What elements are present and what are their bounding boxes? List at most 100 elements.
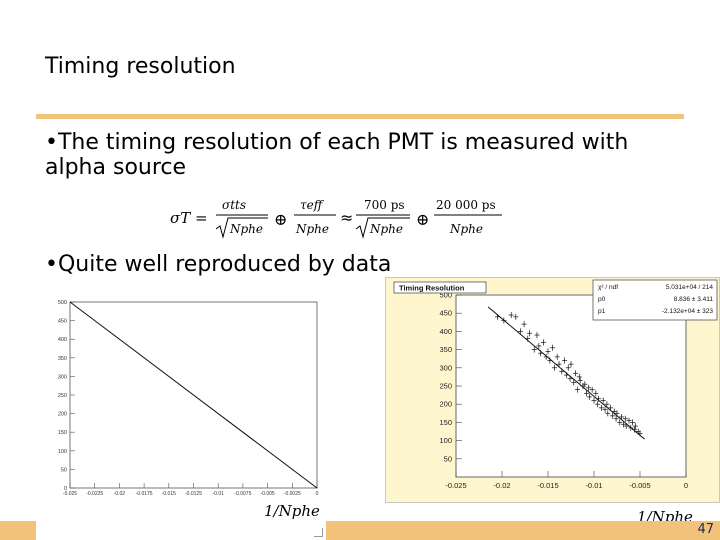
- right-y-tick-label: 150: [439, 418, 452, 427]
- formula-lhs: σT =: [170, 209, 208, 227]
- left-x-tick-label: -0.0125: [185, 491, 202, 497]
- right-x-tick-label: -0.01: [585, 481, 602, 490]
- data-point: [602, 406, 608, 413]
- right-y-tick-label: 400: [439, 327, 452, 336]
- data-point: [622, 415, 628, 422]
- data-point: [605, 410, 611, 417]
- data-point: [517, 328, 523, 335]
- data-point: [576, 373, 582, 380]
- left-x-tick-label: 0: [316, 491, 319, 497]
- data-point: [525, 335, 531, 342]
- left-y-tick-label: 500: [58, 300, 67, 306]
- left-y-tick-label: 400: [58, 337, 67, 343]
- data-point: [614, 410, 620, 417]
- left-y-tick-label: 100: [58, 449, 67, 455]
- left-y-tick-label: 0: [64, 486, 67, 492]
- data-point: [600, 397, 606, 404]
- bullet-measurement: •The timing resolution of each PMT is me…: [45, 130, 629, 180]
- data-point: [613, 415, 619, 422]
- data-point: [538, 350, 544, 357]
- stats-value: 5.031e+04 / 214: [666, 284, 714, 291]
- data-point: [536, 342, 542, 349]
- data-scatter-chart: 50 100 150 200 250 300 350 400 450 500 -0.025 -0.02…: [393, 279, 718, 490]
- left-x-tick-label: -0.01: [212, 491, 224, 497]
- data-point: [545, 348, 551, 355]
- stats-name: χ² / ndf: [598, 284, 618, 291]
- page-number: 47: [697, 522, 714, 537]
- data-point: [534, 332, 540, 339]
- data-point: [556, 361, 562, 368]
- data-point: [586, 393, 592, 400]
- data-point: [585, 384, 591, 391]
- data-point: [628, 424, 634, 431]
- left-x-tick-label: -0.0075: [234, 491, 251, 497]
- data-point: [513, 313, 519, 320]
- data-point: [567, 375, 573, 382]
- data-point: [637, 430, 643, 437]
- data-point: [631, 426, 637, 433]
- data-point: [565, 364, 571, 371]
- left-x-tick-label: -0.015: [162, 491, 176, 497]
- stats-value: -2.132e+04 ± 323: [662, 308, 713, 315]
- formula-t4-num: 20 000 ps: [436, 198, 496, 212]
- right-y-tick-label: 200: [439, 400, 452, 409]
- left-y-tick-label: 350: [58, 356, 67, 362]
- data-point: [563, 372, 569, 379]
- data-point: [562, 357, 568, 364]
- data-point: [574, 386, 580, 393]
- simulation-plot-panel: 0 50 100 150 200 250 300 350 400 450 500 -0.025 -0.0…: [45, 280, 328, 512]
- formula-t4-den: Nphe: [449, 222, 483, 236]
- left-series-line: [69, 301, 318, 489]
- formula-t1-den: Nphe: [229, 222, 263, 236]
- right-x-tick-label: -0.02: [493, 481, 510, 490]
- formula-t2-num: τeff: [300, 198, 325, 212]
- data-point: [494, 313, 500, 320]
- simulation-line-chart: 0 50 100 150 200 250 300 350 400 450 500 -0.025 -0.0…: [58, 300, 319, 497]
- data-point: [617, 419, 623, 426]
- right-x-tick-label: 0: [684, 481, 688, 490]
- data-point: [611, 408, 617, 415]
- bullet-reproduced: •Quite well reproduced by data: [45, 252, 392, 277]
- right-y-tick-label: 350: [439, 345, 452, 354]
- data-point: [550, 344, 556, 351]
- chart-title-box: [393, 281, 487, 294]
- data-point: [571, 379, 577, 386]
- right-x-tick-label: -0.025: [445, 481, 466, 490]
- resize-handle-icon: [314, 528, 323, 537]
- right-y-tick-label: 300: [439, 363, 452, 372]
- left-y-tick-label: 200: [58, 412, 67, 418]
- left-x-tick-label: -0.0025: [284, 491, 301, 497]
- data-point: [540, 339, 546, 346]
- data-point: [593, 390, 599, 397]
- formula-t1-num: σtts: [222, 198, 246, 212]
- data-point: [584, 390, 590, 397]
- right-plot-frame: [455, 294, 687, 478]
- right-y-tick-label: 250: [439, 382, 452, 391]
- formula-t3-sqrt-icon: [355, 217, 410, 239]
- data-point: [568, 361, 574, 368]
- slide-title: Timing resolution: [45, 54, 236, 79]
- formula-t2-den: Nphe: [295, 222, 329, 236]
- data-point: [630, 419, 636, 426]
- data-point: [559, 368, 565, 375]
- data-point: [632, 423, 638, 430]
- right-y-tick-label: 50: [444, 454, 452, 463]
- data-point: [596, 395, 602, 402]
- right-y-tick-label: 500: [439, 291, 452, 300]
- left-x-tick-label: -0.0175: [136, 491, 153, 497]
- data-point: [501, 317, 507, 324]
- data-point: [554, 353, 560, 360]
- data-point: [551, 364, 557, 371]
- data-point: [582, 381, 588, 388]
- left-y-tick-label: 150: [58, 430, 67, 436]
- right-y-tick-label: 450: [439, 309, 452, 318]
- data-point: [609, 412, 615, 419]
- footer-white-band: [36, 521, 326, 540]
- left-y-tick-label: 300: [58, 374, 67, 380]
- data-point: [531, 346, 537, 353]
- data-point: [608, 404, 614, 411]
- data-point: [547, 357, 553, 364]
- data-point: [591, 397, 597, 404]
- left-x-tick-label: -0.0225: [86, 491, 103, 497]
- data-point: [573, 370, 579, 377]
